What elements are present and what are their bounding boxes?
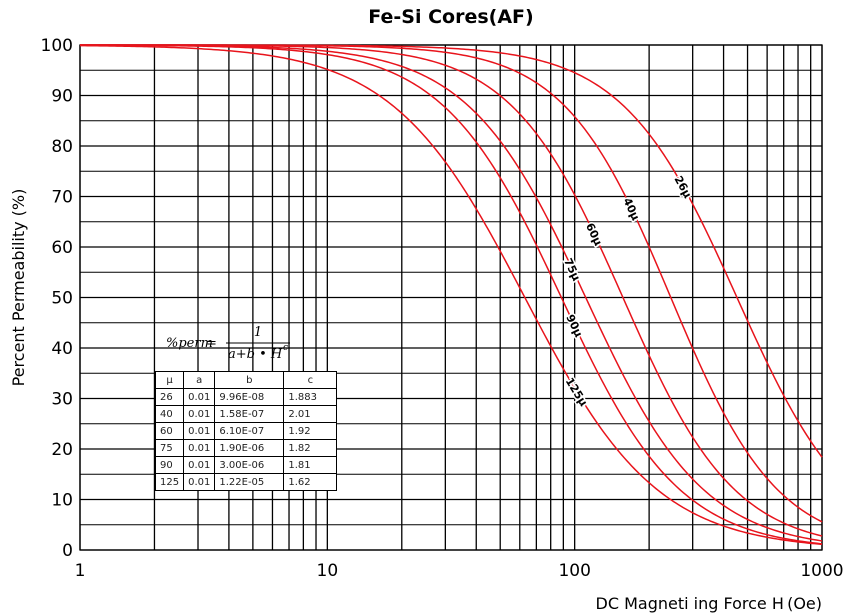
y-tick-label: 50: [51, 289, 73, 309]
cell-c: 1.81: [283, 456, 338, 474]
cell-c: 2.01: [283, 405, 338, 423]
formula-equals: =: [206, 336, 217, 351]
x-tick-label: 100: [558, 561, 590, 581]
x-tick-label: 1: [75, 561, 86, 581]
formula-denominator: a+b • H: [228, 347, 283, 362]
cell-mu: 75: [154, 439, 185, 457]
header-c: c: [283, 371, 338, 389]
cell-mu: 90: [154, 456, 185, 474]
y-tick-label: 60: [51, 238, 73, 258]
table-row: 75 0.01 1.90E-06 1.82: [154, 439, 338, 457]
table-header-row: μ a b c: [154, 371, 338, 389]
y-tick-label: 30: [51, 390, 73, 410]
cell-b: 1.58E-07: [214, 405, 285, 423]
cell-c: 1.82: [283, 439, 338, 457]
cell-a: 0.01: [183, 456, 216, 474]
cell-a: 0.01: [183, 422, 216, 440]
y-tick-label: 80: [51, 137, 73, 157]
header-mu: μ: [154, 371, 185, 389]
cell-a: 0.01: [183, 388, 216, 406]
cell-c: 1.92: [283, 422, 338, 440]
cell-b: 1.22E-05: [214, 473, 285, 491]
y-tick-label: 40: [51, 339, 73, 359]
cell-a: 0.01: [183, 473, 216, 491]
formula-lhs: %perm: [166, 336, 213, 351]
cell-mu: 40: [154, 405, 185, 423]
chart-title: Fe-Si Cores(AF): [368, 6, 533, 28]
y-tick-label: 90: [51, 87, 73, 107]
cell-mu: 60: [154, 422, 185, 440]
cell-a: 0.01: [183, 439, 216, 457]
coefficient-table: μ a b c 26 0.01 9.96E-08 1.883 40 0.01 1…: [154, 371, 338, 491]
cell-c: 1.62: [283, 473, 338, 491]
table-row: 125 0.01 1.22E-05 1.62: [154, 473, 338, 491]
x-tick-label: 1000: [800, 561, 843, 581]
y-tick-label: 20: [51, 440, 73, 460]
series-line-125: [79, 44, 823, 546]
formula-exponent: c: [283, 343, 288, 353]
y-axis-label: Percent Permeability (%): [9, 189, 28, 387]
table-row: 40 0.01 1.58E-07 2.01: [154, 405, 338, 423]
x-axis-label: DC Magneti ing Force H (Oe): [596, 594, 822, 613]
cell-c: 1.883: [283, 388, 338, 406]
cell-b: 9.96E-08: [214, 388, 285, 406]
cell-b: 1.90E-06: [214, 439, 285, 457]
plot-frame: [79, 44, 823, 551]
table-row: 90 0.01 3.00E-06 1.81: [154, 456, 338, 474]
series-group: [79, 44, 823, 546]
y-tick-label: 0: [62, 541, 73, 561]
cell-b: 6.10E-07: [214, 422, 285, 440]
y-tick-label: 70: [51, 188, 73, 208]
header-a: a: [183, 371, 216, 389]
header-b: b: [214, 371, 285, 389]
cell-b: 3.00E-06: [214, 456, 285, 474]
cell-mu: 125: [154, 473, 185, 491]
cell-a: 0.01: [183, 405, 216, 423]
cell-mu: 26: [154, 388, 185, 406]
series-line-90: [79, 44, 823, 545]
y-tick-label: 100: [41, 36, 73, 56]
table-row: 60 0.01 6.10E-07 1.92: [154, 422, 338, 440]
table-row: 26 0.01 9.96E-08 1.883: [154, 388, 338, 406]
y-tick-label: 10: [51, 491, 73, 511]
formula-numerator: 1: [254, 325, 262, 340]
x-tick-label: 10: [317, 561, 339, 581]
grid: [79, 44, 823, 551]
